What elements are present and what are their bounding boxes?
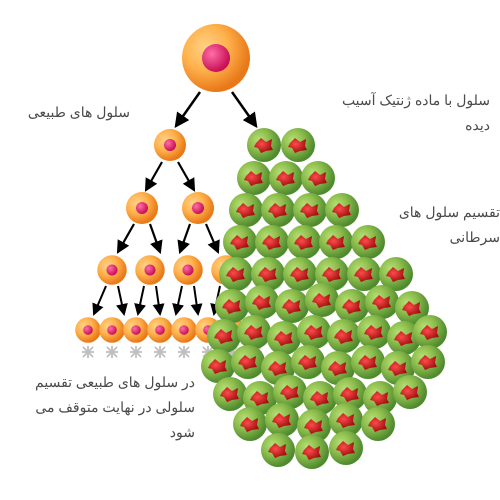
label-normal-stops: در سلول های طبیعی تقسیم سلولی در نهایت م… — [10, 370, 195, 446]
parent-cell — [182, 24, 250, 92]
tumor-mass — [201, 283, 447, 469]
label-cancer-division: تقسیم سلول های سرطانی — [350, 200, 500, 250]
cancer-lineage — [201, 128, 447, 469]
label-damaged-cell: سلول با ماده ژنتیک آسیب دیده — [330, 88, 490, 138]
label-normal-cells: سلول های طبیعی — [10, 100, 130, 125]
